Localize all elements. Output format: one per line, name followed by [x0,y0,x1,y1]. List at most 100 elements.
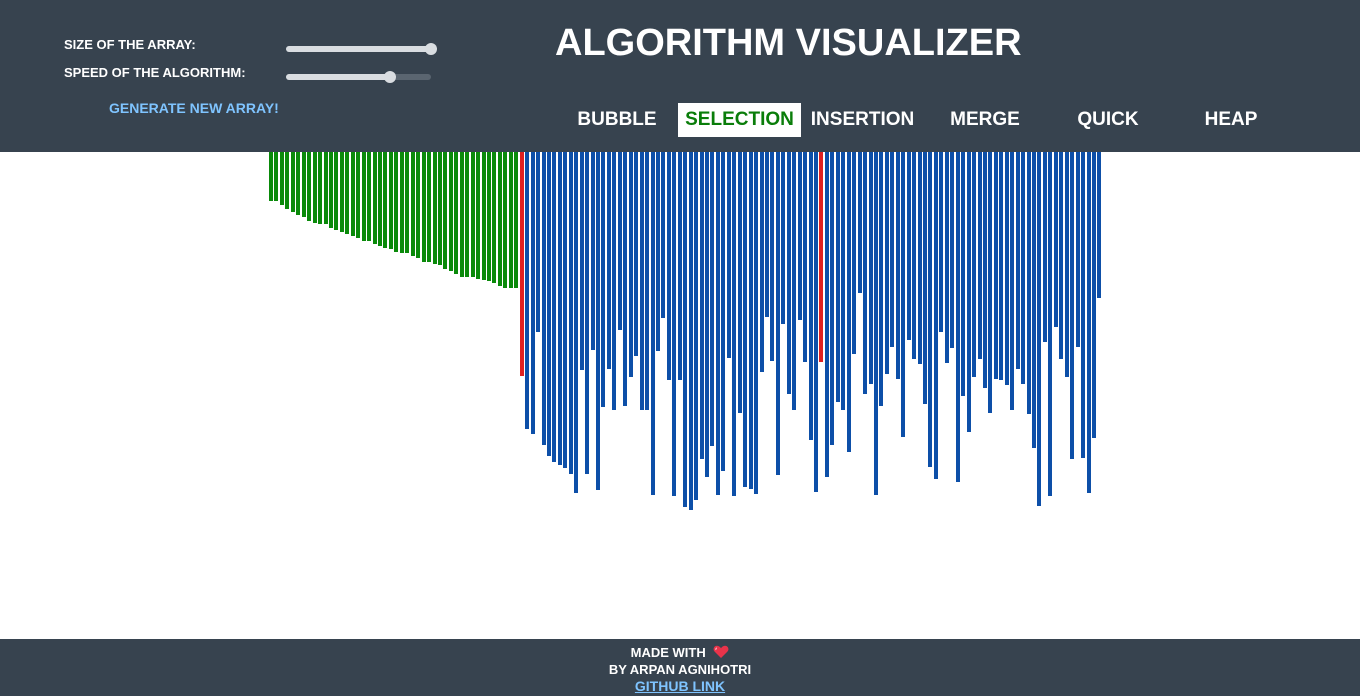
array-bar [1037,152,1041,506]
array-bar [727,152,731,358]
array-bar [618,152,622,330]
array-size-label: SIZE OF THE ARRAY: [64,37,196,52]
array-bar [274,152,278,201]
array-bar [623,152,627,406]
array-bar [596,152,600,490]
array-bar [634,152,638,356]
array-bar [841,152,845,410]
array-bar [928,152,932,467]
array-bar [1021,152,1025,384]
array-bar [607,152,611,369]
array-bar [879,152,883,406]
array-bar [678,152,682,380]
array-bar [1054,152,1058,327]
selection-sort-button[interactable]: SELECTION [678,103,801,137]
array-bar [520,152,524,376]
array-bar [487,152,491,281]
array-bar [334,152,338,230]
array-bar [482,152,486,280]
array-bar [852,152,856,354]
array-bar [411,152,415,256]
array-bar [738,152,742,413]
array-bar [890,152,894,347]
page-title: ALGORITHM VISUALIZER [555,22,1022,64]
algorithm-nav: BUBBLE SELECTION INSERTION MERGE QUICK H… [0,103,1360,137]
array-bar [787,152,791,394]
array-bar [988,152,992,413]
array-bar [569,152,573,474]
array-bar [1032,152,1036,448]
heap-sort-button[interactable]: HEAP [1204,109,1258,130]
array-bar [1027,152,1031,414]
quick-sort-button[interactable]: QUICK [1077,109,1139,130]
array-bar [912,152,916,359]
array-bar [285,152,289,209]
array-bar [269,152,273,201]
array-bar [770,152,774,361]
array-bar [743,152,747,487]
array-bar [1081,152,1085,458]
array-bar [362,152,366,241]
array-bar [656,152,660,351]
array-bar [1059,152,1063,359]
array-bar [1016,152,1020,369]
array-bar [819,152,823,362]
array-bar [340,152,344,232]
array-bar [1070,152,1074,459]
array-bar [1043,152,1047,342]
array-bar [313,152,317,223]
array-bars [0,152,1360,638]
merge-sort-button[interactable]: MERGE [950,109,1020,130]
array-bar [492,152,496,283]
array-bar [760,152,764,372]
array-bar [1065,152,1069,377]
array-bar [923,152,927,404]
array-bar [749,152,753,489]
array-bar [465,152,469,277]
slider-thumb[interactable] [425,43,437,55]
array-bar [661,152,665,318]
array-bar [1005,152,1009,385]
array-bar [356,152,360,238]
array-bar [629,152,633,377]
array-bar [345,152,349,234]
array-bar [1076,152,1080,347]
array-bar [324,152,328,224]
array-bar [476,152,480,279]
insertion-sort-button[interactable]: INSERTION [810,109,915,130]
array-bar [961,152,965,396]
array-bar [765,152,769,317]
array-bar [999,152,1003,380]
array-bar [547,152,551,456]
array-bar [438,152,442,265]
array-bar [907,152,911,340]
array-bar [378,152,382,246]
array-bar [351,152,355,236]
array-bar [983,152,987,388]
array-bar [885,152,889,374]
array-bar [471,152,475,277]
array-bar [694,152,698,500]
array-size-slider[interactable] [286,43,437,55]
array-bar [433,152,437,264]
made-with-text: MADE WITH [630,645,706,660]
generate-array-button[interactable]: GENERATE NEW ARRAY! [109,100,279,116]
array-bar [454,152,458,274]
array-bar [427,152,431,262]
bubble-sort-button[interactable]: BUBBLE [577,109,657,130]
array-bar [389,152,393,249]
array-bar [585,152,589,474]
array-bar [1092,152,1096,438]
array-bar [405,152,409,253]
array-bar [754,152,758,494]
array-bar [552,152,556,462]
speed-slider[interactable] [286,71,431,83]
slider-thumb[interactable] [384,71,397,83]
slider-fill [286,74,391,80]
array-bar [918,152,922,364]
array-bar [612,152,616,410]
array-bar [956,152,960,482]
array-bar [803,152,807,362]
github-link[interactable]: GITHUB LINK [634,678,726,694]
array-bar [574,152,578,493]
